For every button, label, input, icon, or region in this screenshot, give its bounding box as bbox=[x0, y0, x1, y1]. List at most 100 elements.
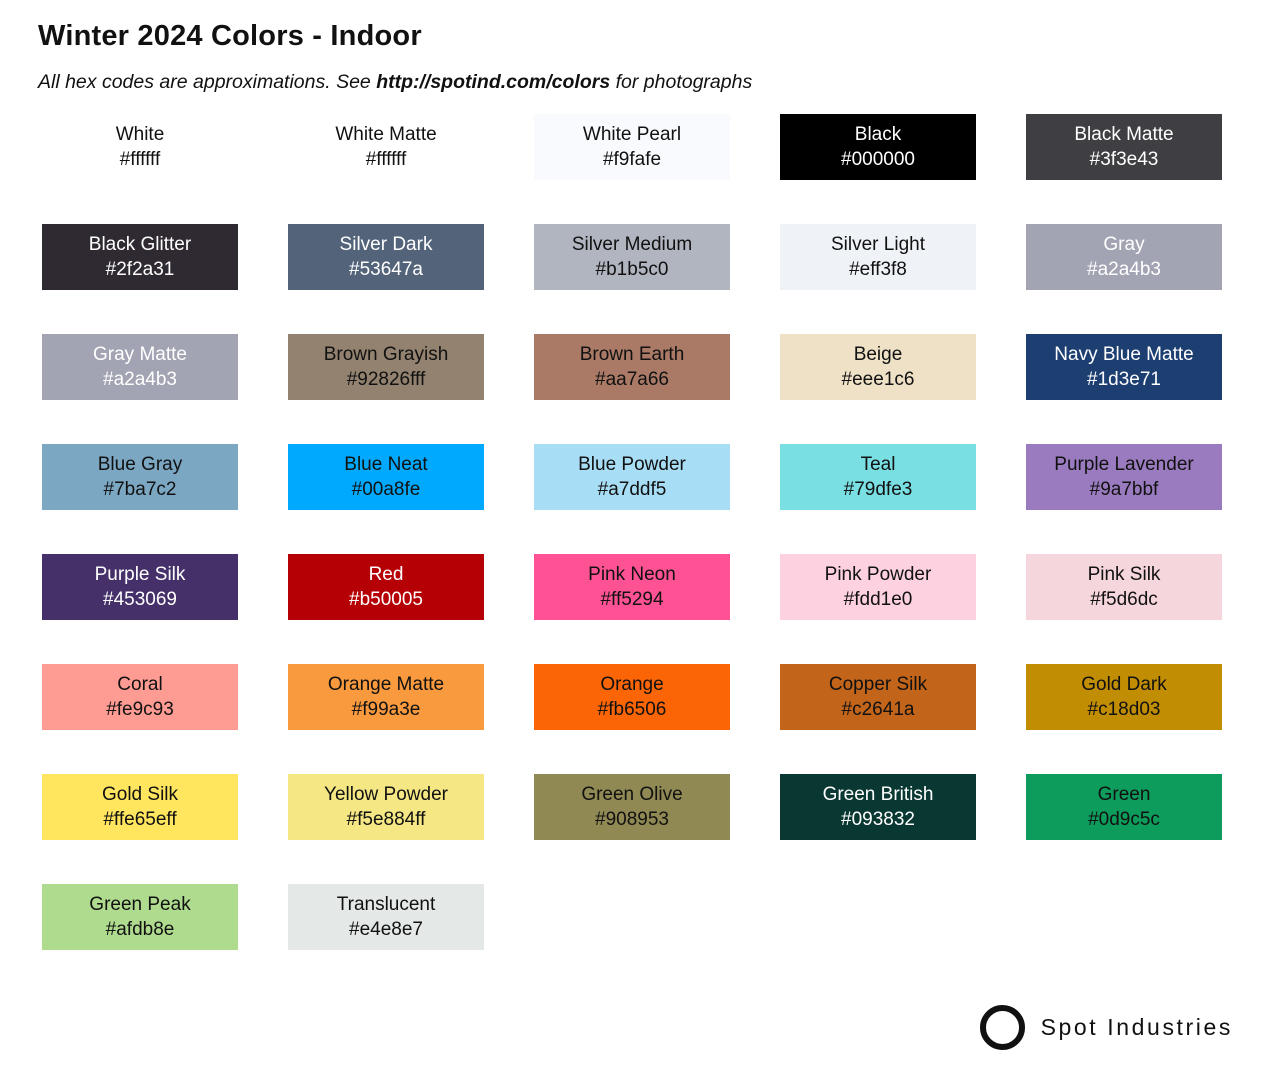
swatch-hex: #2f2a31 bbox=[105, 259, 175, 280]
swatch-purple-lavender: Purple Lavender #9a7bbf bbox=[1026, 444, 1222, 510]
swatch-hex: #f99a3e bbox=[351, 699, 421, 720]
swatch-name: Orange Matte bbox=[327, 674, 445, 695]
swatch-name: Brown Grayish bbox=[323, 344, 449, 365]
swatch-name: Blue Neat bbox=[344, 454, 428, 475]
swatch-red: Red #b50005 bbox=[288, 554, 484, 620]
swatch-purple-silk: Purple Silk #453069 bbox=[42, 554, 238, 620]
swatch-name: White bbox=[115, 124, 165, 145]
swatch-hex: #908953 bbox=[595, 809, 669, 830]
swatch-name: Pink Powder bbox=[824, 564, 932, 585]
swatch-silver-light: Silver Light #eff3f8 bbox=[780, 224, 976, 290]
swatch-name: Silver Light bbox=[831, 234, 925, 255]
swatch-name: White Matte bbox=[335, 124, 437, 145]
swatch-hex: #eee1c6 bbox=[841, 369, 915, 390]
swatch-hex: #f5e884ff bbox=[346, 809, 426, 830]
swatch-translucent: Translucent #e4e8e7 bbox=[288, 884, 484, 950]
swatch-black-matte: Black Matte #3f3e43 bbox=[1026, 114, 1222, 180]
swatch-name: White Pearl bbox=[582, 124, 682, 145]
swatch-white-pearl: White Pearl #f9fafe bbox=[534, 114, 730, 180]
color-swatch-grid: White #ffffff White Matte #ffffff White … bbox=[42, 114, 1222, 950]
swatch-white: White #ffffff bbox=[42, 114, 238, 180]
page-title: Winter 2024 Colors - Indoor bbox=[38, 20, 422, 52]
swatch-hex: #ffffff bbox=[365, 149, 407, 170]
swatch-name: Gold Silk bbox=[101, 784, 179, 805]
swatch-gold-dark: Gold Dark #c18d03 bbox=[1026, 664, 1222, 730]
swatch-gray: Gray #a2a4b3 bbox=[1026, 224, 1222, 290]
swatch-hex: #53647a bbox=[349, 259, 423, 280]
swatch-hex: #fb6506 bbox=[597, 699, 667, 720]
swatch-name: Navy Blue Matte bbox=[1054, 344, 1194, 365]
swatch-hex: #ffffff bbox=[119, 149, 161, 170]
swatch-green-olive: Green Olive #908953 bbox=[534, 774, 730, 840]
swatch-pink-silk: Pink Silk #f5d6dc bbox=[1026, 554, 1222, 620]
swatch-green-peak: Green Peak #afdb8e bbox=[42, 884, 238, 950]
swatch-hex: #00a8fe bbox=[351, 479, 421, 500]
swatch-hex: #eff3f8 bbox=[849, 259, 907, 280]
swatch-blue-gray: Blue Gray #7ba7c2 bbox=[42, 444, 238, 510]
swatch-hex: #9a7bbf bbox=[1089, 479, 1159, 500]
swatch-white-matte: White Matte #ffffff bbox=[288, 114, 484, 180]
swatch-name: Translucent bbox=[336, 894, 436, 915]
swatch-hex: #aa7a66 bbox=[595, 369, 669, 390]
swatch-silver-medium: Silver Medium #b1b5c0 bbox=[534, 224, 730, 290]
swatch-name: Pink Silk bbox=[1087, 564, 1161, 585]
swatch-blue-powder: Blue Powder #a7ddf5 bbox=[534, 444, 730, 510]
swatch-name: Pink Neon bbox=[588, 564, 676, 585]
subtitle-url: http://spotind.com/colors bbox=[376, 71, 611, 93]
swatch-name: Coral bbox=[117, 674, 163, 695]
swatch-name: Yellow Powder bbox=[324, 784, 448, 805]
swatch-name: Teal bbox=[860, 454, 896, 475]
swatch-name: Blue Gray bbox=[97, 454, 183, 475]
swatch-brown-earth: Brown Earth #aa7a66 bbox=[534, 334, 730, 400]
swatch-pink-powder: Pink Powder #fdd1e0 bbox=[780, 554, 976, 620]
swatch-hex: #7ba7c2 bbox=[103, 479, 177, 500]
swatch-copper-silk: Copper Silk #c2641a bbox=[780, 664, 976, 730]
swatch-gray-matte: Gray Matte #a2a4b3 bbox=[42, 334, 238, 400]
swatch-hex: #093832 bbox=[841, 809, 915, 830]
swatch-hex: #000000 bbox=[841, 149, 915, 170]
swatch-hex: #a2a4b3 bbox=[103, 369, 177, 390]
swatch-name: Blue Powder bbox=[578, 454, 686, 475]
swatch-name: Green Olive bbox=[581, 784, 683, 805]
swatch-hex: #b1b5c0 bbox=[595, 259, 669, 280]
swatch-yellow-powder: Yellow Powder #f5e884ff bbox=[288, 774, 484, 840]
swatch-hex: #453069 bbox=[103, 589, 177, 610]
swatch-orange: Orange #fb6506 bbox=[534, 664, 730, 730]
swatch-name: Brown Earth bbox=[579, 344, 685, 365]
swatch-name: Red bbox=[368, 564, 404, 585]
ring-logo-icon bbox=[979, 1005, 1025, 1050]
swatch-name: Black bbox=[854, 124, 902, 145]
swatch-name: Beige bbox=[853, 344, 903, 365]
swatch-hex: #1d3e71 bbox=[1087, 369, 1161, 390]
swatch-hex: #a7ddf5 bbox=[597, 479, 667, 500]
swatch-hex: #3f3e43 bbox=[1089, 149, 1159, 170]
swatch-name: Purple Silk bbox=[94, 564, 186, 585]
swatch-name: Copper Silk bbox=[828, 674, 928, 695]
swatch-orange-matte: Orange Matte #f99a3e bbox=[288, 664, 484, 730]
swatch-hex: #a2a4b3 bbox=[1087, 259, 1161, 280]
swatch-green: Green #0d9c5c bbox=[1026, 774, 1222, 840]
swatch-name: Gold Dark bbox=[1081, 674, 1167, 695]
swatch-hex: #0d9c5c bbox=[1088, 809, 1160, 830]
swatch-hex: #b50005 bbox=[349, 589, 423, 610]
swatch-hex: #f9fafe bbox=[602, 149, 662, 170]
swatch-teal: Teal #79dfe3 bbox=[780, 444, 976, 510]
subtitle-prefix: All hex codes are approximations. See bbox=[38, 71, 377, 93]
swatch-pink-neon: Pink Neon #ff5294 bbox=[534, 554, 730, 620]
swatch-black: Black #000000 bbox=[780, 114, 976, 180]
swatch-name: Black Glitter bbox=[88, 234, 192, 255]
swatch-black-glitter: Black Glitter #2f2a31 bbox=[42, 224, 238, 290]
swatch-name: Silver Medium bbox=[571, 234, 693, 255]
swatch-coral: Coral #fe9c93 bbox=[42, 664, 238, 730]
swatch-name: Green Peak bbox=[89, 894, 191, 915]
swatch-gold-silk: Gold Silk #ffe65eff bbox=[42, 774, 238, 840]
brand-logo: Spot Industries bbox=[979, 1005, 1233, 1050]
swatch-hex: #afdb8e bbox=[105, 919, 175, 940]
swatch-hex: #fe9c93 bbox=[106, 699, 174, 720]
swatch-blue-neat: Blue Neat #00a8fe bbox=[288, 444, 484, 510]
brand-name: Spot Industries bbox=[1040, 1014, 1233, 1040]
swatch-hex: #ffe65eff bbox=[103, 809, 177, 830]
swatch-hex: #e4e8e7 bbox=[349, 919, 423, 940]
swatch-name: Silver Dark bbox=[339, 234, 433, 255]
subtitle-suffix: for photographs bbox=[610, 71, 753, 93]
